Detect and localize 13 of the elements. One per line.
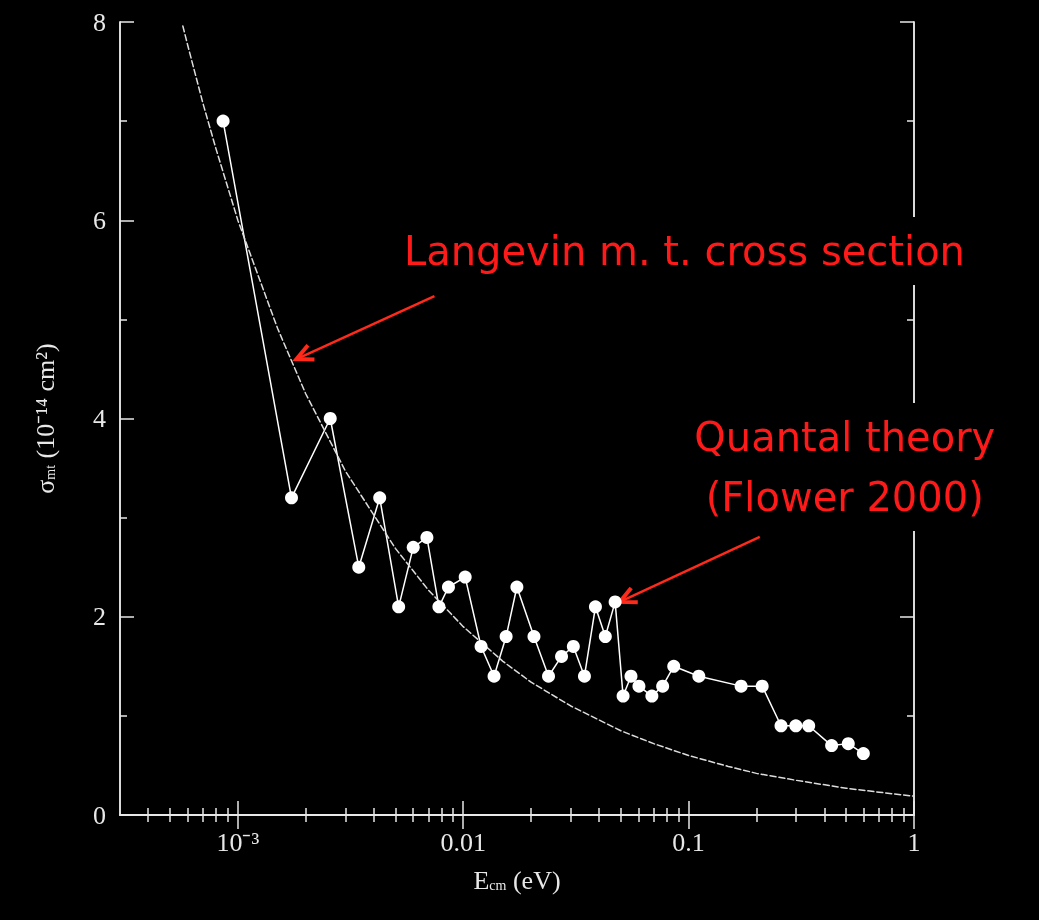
x-tick-label: 0.1 — [672, 827, 705, 857]
x-tick-label: 0.01 — [440, 827, 486, 857]
annotation: Langevin m. t. cross section — [403, 228, 965, 275]
y-tick-label: 8 — [93, 7, 106, 37]
y-tick-label: 2 — [93, 602, 106, 632]
y-tick-label: 0 — [93, 800, 106, 830]
annotation: Quantal theory (Flower 2000) — [694, 413, 996, 520]
y-axis-title: σmt (10⁻¹⁴ cm²) — [30, 343, 60, 494]
y-tick-label: 6 — [93, 205, 106, 235]
x-tick-label: 10⁻³ — [216, 827, 260, 857]
x-axis-title: Ecm (eV) — [473, 865, 561, 895]
y-tick-label: 4 — [93, 404, 106, 433]
x-tick-label: 1 — [907, 827, 921, 857]
